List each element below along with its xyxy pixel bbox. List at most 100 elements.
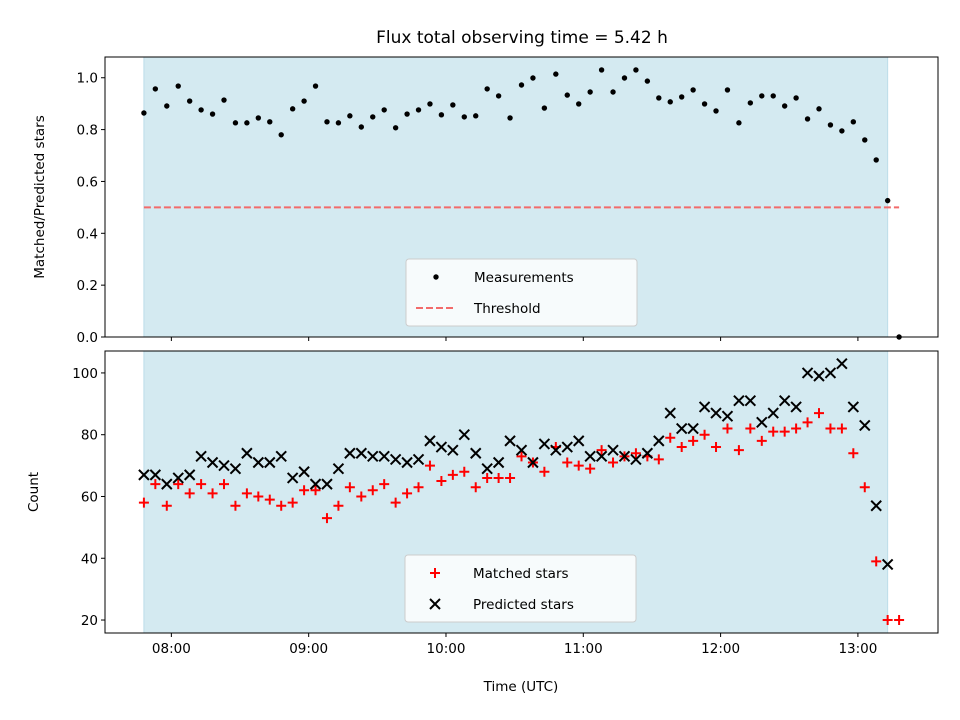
measurement-point xyxy=(621,75,628,81)
plot-frame xyxy=(104,350,939,634)
matched-stars-point xyxy=(413,482,424,493)
matched-stars-point xyxy=(745,423,756,434)
measurement-point xyxy=(164,103,170,109)
predicted-stars-point xyxy=(412,453,425,466)
matched-stars-point xyxy=(585,463,596,474)
measurement-point xyxy=(576,101,582,107)
matched-stars-point xyxy=(711,442,722,453)
predicted-stars-point xyxy=(218,459,230,472)
matched-stars-point xyxy=(596,445,607,456)
matched-stars-point xyxy=(424,460,435,471)
predicted-stars-point xyxy=(584,450,596,463)
legend-box xyxy=(404,554,637,623)
predicted-stars-point xyxy=(687,422,699,435)
predicted-stars-point xyxy=(275,450,287,463)
measurement-point xyxy=(461,114,467,120)
matched-stars-point xyxy=(688,435,699,446)
matched-stars-point xyxy=(138,497,149,508)
predicted-stars-point xyxy=(435,441,448,453)
x-axis-label: Time (UTC) xyxy=(483,679,559,695)
measurement-point xyxy=(347,113,353,119)
x-tick-label: 13:00 xyxy=(838,641,877,657)
matched-stars-point xyxy=(150,479,161,490)
legend-label: Matched stars xyxy=(473,566,569,582)
predicted-stars-point xyxy=(378,450,390,463)
matched-stars-point xyxy=(825,423,836,434)
measurement-point xyxy=(839,128,845,134)
matched-stars-point xyxy=(630,448,641,459)
measurement-point xyxy=(370,114,376,120)
measurement-point xyxy=(495,93,502,99)
predicted-stars-point xyxy=(801,367,814,379)
matched-stars-point xyxy=(310,485,321,496)
matched-stars-point xyxy=(814,408,824,419)
y-tick-label: 100 xyxy=(72,366,98,382)
measurement-point xyxy=(335,120,342,126)
matched-stars-point xyxy=(161,500,172,511)
measurement-point xyxy=(827,122,834,128)
matched-stars-point xyxy=(676,442,687,453)
predicted-stars-point xyxy=(538,438,551,450)
matched-stars-point xyxy=(848,448,859,459)
measurement-point xyxy=(427,101,433,107)
measurement-point xyxy=(598,67,605,73)
measurement-point xyxy=(564,92,570,98)
panel-counts: 20 40 60 80 100 08:00 09:00 10:00 11:00 12:00 13:0… xyxy=(72,350,939,657)
matched-stars-point xyxy=(470,482,481,493)
matched-stars-point xyxy=(299,485,310,496)
predicted-stars-point xyxy=(367,450,379,463)
measurement-point xyxy=(450,102,456,108)
matched-stars-point xyxy=(253,491,264,502)
predicted-stars-point xyxy=(675,422,688,435)
matched-stars-point xyxy=(608,457,619,468)
predicted-stars-point xyxy=(492,456,505,469)
y-tick-label: 0.4 xyxy=(77,226,98,242)
measurement-point xyxy=(793,95,799,101)
measurement-point xyxy=(587,89,593,95)
matched-stars-point xyxy=(516,451,527,462)
measurement-point xyxy=(530,75,536,81)
matched-stars-point xyxy=(447,469,458,480)
matched-stars-point xyxy=(791,423,802,434)
measurement-point xyxy=(553,71,559,77)
matched-stars-point xyxy=(722,423,733,434)
predicted-stars-point xyxy=(881,558,894,571)
x-tick-label: 11:00 xyxy=(564,641,603,657)
measurement-point xyxy=(232,120,239,126)
measurement-point xyxy=(862,137,868,143)
measurement-point xyxy=(415,107,422,113)
y-tick-label: 1.0 xyxy=(77,71,98,87)
plot-frame xyxy=(104,56,939,338)
matched-stars-point xyxy=(436,476,447,487)
matched-stars-point xyxy=(573,460,584,471)
predicted-stars-point xyxy=(573,435,585,447)
predicted-stars-point xyxy=(298,466,310,478)
matched-stars-point xyxy=(367,485,378,496)
predicted-stars-point xyxy=(401,456,413,469)
predicted-stars-point xyxy=(309,478,322,490)
measurement-point xyxy=(873,157,879,163)
x-tick-label: 10:00 xyxy=(427,641,466,657)
matched-stars-point xyxy=(333,500,344,511)
measurement-point xyxy=(267,119,273,125)
matched-stars-point xyxy=(493,472,504,483)
predicted-stars-point xyxy=(229,462,242,475)
x-tick-label: 08:00 xyxy=(152,641,191,657)
predicted-stars-point xyxy=(195,450,207,463)
measurement-point xyxy=(255,115,262,121)
predicted-stars-point xyxy=(527,456,539,469)
measurement-point xyxy=(678,94,685,100)
measurement-point xyxy=(633,67,639,73)
y-tick-label: 0.2 xyxy=(77,278,98,294)
matched-stars-point xyxy=(219,479,229,490)
predicted-stars-point xyxy=(550,444,562,456)
matched-stars-point xyxy=(733,445,744,456)
predicted-stars-point xyxy=(172,472,184,484)
matched-stars-point xyxy=(768,426,779,437)
measurement-point xyxy=(507,115,513,121)
matched-stars-point xyxy=(184,488,195,499)
measurement-point xyxy=(724,87,731,93)
matched-stars-point xyxy=(779,426,790,437)
predicted-stars-point xyxy=(813,370,825,382)
measurement-point xyxy=(404,111,410,117)
